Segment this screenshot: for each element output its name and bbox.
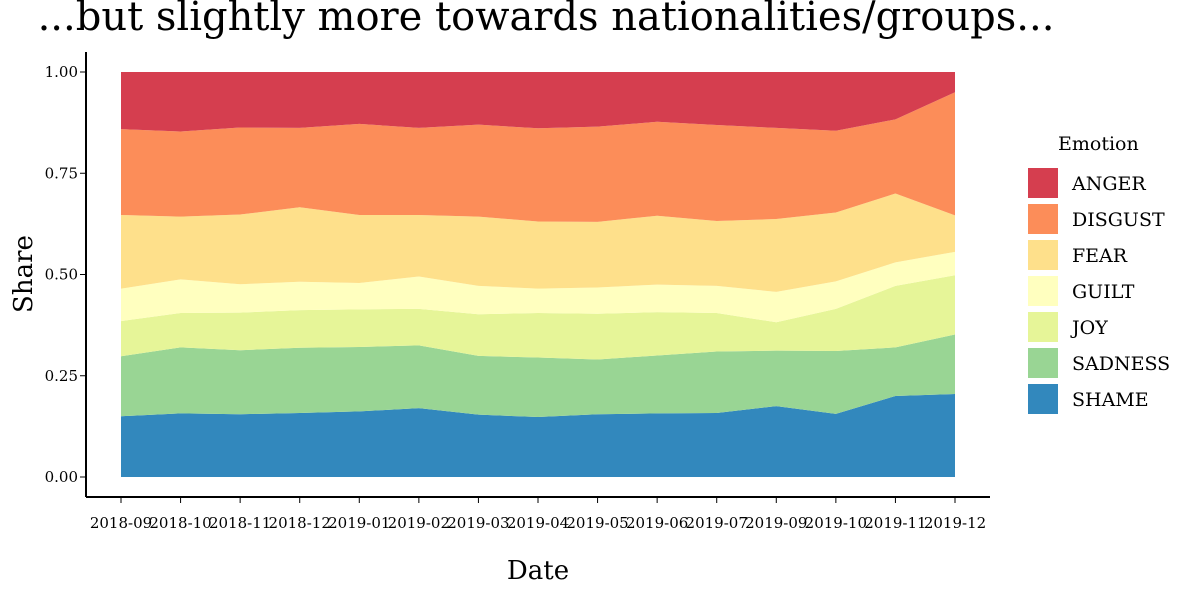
legend-swatch-guilt [1028, 276, 1058, 306]
x-tick-label: 2019-06 [626, 514, 688, 532]
legend-swatch-anger [1028, 168, 1058, 198]
x-tick-label: 2019-04 [507, 514, 569, 532]
legend-label-shame: SHAME [1072, 389, 1149, 411]
y-tick-label: 1.00 [45, 63, 78, 81]
area-anger [121, 72, 955, 132]
x-tick-label: 2019-12 [924, 514, 986, 532]
legend-swatch-sadness [1028, 348, 1058, 378]
area-shame [121, 393, 955, 477]
x-tick-label: 2018-09 [90, 514, 152, 532]
legend-label-disgust: DISGUST [1072, 209, 1165, 231]
legend-swatch-disgust [1028, 204, 1058, 234]
legend-label-fear: FEAR [1072, 245, 1128, 267]
x-tick-label: 2019-01 [328, 514, 390, 532]
x-tick-label: 2018-11 [209, 514, 271, 532]
x-tick-label: 2019-03 [447, 514, 509, 532]
area-joy [121, 275, 955, 360]
x-tick-label: 2018-10 [149, 514, 211, 532]
legend-label-guilt: GUILT [1072, 281, 1135, 303]
legend-swatch-fear [1028, 240, 1058, 270]
chart-title: ...but slightly more towards nationaliti… [38, 0, 1055, 40]
y-tick-label: 0.25 [45, 367, 78, 385]
area-fear [121, 193, 955, 292]
y-tick-label: 0.50 [45, 266, 78, 284]
y-tick-label: 0.75 [45, 164, 78, 182]
x-tick-label: 2019-10 [805, 514, 867, 532]
y-axis-title: Share [9, 235, 39, 313]
x-tick-label: 2018-12 [269, 514, 331, 532]
x-tick-label: 2019-11 [864, 514, 926, 532]
x-tick-label: 2019-07 [686, 514, 748, 532]
x-tick-label: 2019-02 [388, 514, 450, 532]
legend: ANGER DISGUST FEAR GUILT JOY SADNESS SHAME [1028, 168, 1170, 414]
legend-label-joy: JOY [1070, 317, 1108, 339]
legend-label-sadness: SADNESS [1072, 353, 1170, 375]
area-disgust [121, 92, 955, 222]
legend-label-anger: ANGER [1071, 173, 1146, 195]
y-tick-label: 0.00 [45, 468, 78, 486]
x-tick-label: 2019-09 [745, 514, 807, 532]
legend-swatch-shame [1028, 384, 1058, 414]
x-tick-label: 2019-05 [566, 514, 628, 532]
area-sadness [121, 334, 955, 418]
x-axis-ticks: 2018-092018-102018-112018-122019-012019-… [90, 497, 986, 532]
x-axis-title: Date [507, 556, 569, 586]
plot-areas [121, 72, 955, 477]
legend-swatch-joy [1028, 312, 1058, 342]
y-axis-ticks: 0.00 0.25 0.50 0.75 1.00 [45, 63, 86, 486]
legend-title: Emotion [1058, 133, 1139, 155]
area-guilt [121, 251, 955, 323]
